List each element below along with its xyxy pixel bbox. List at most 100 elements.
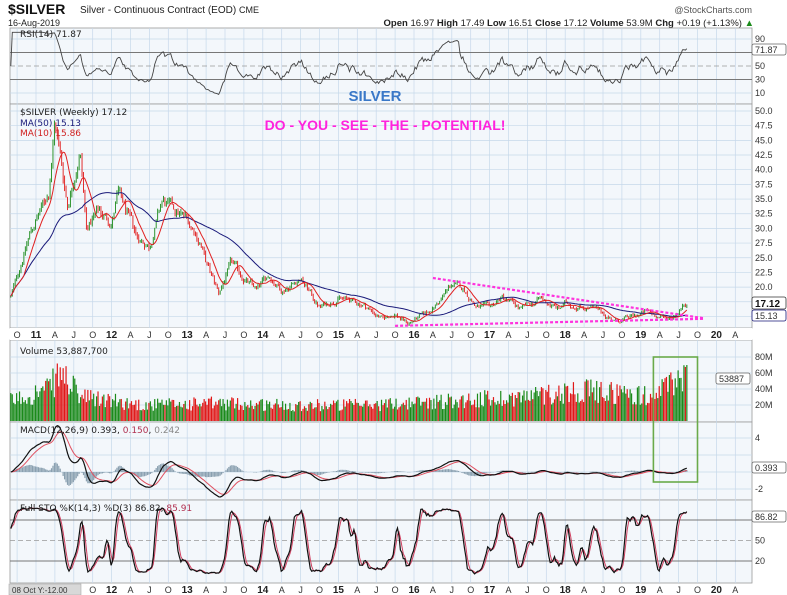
x-tick-label: 19 (635, 330, 647, 341)
volume-bar (398, 407, 400, 421)
x-tick-label: A (581, 330, 587, 340)
volume-bar (159, 402, 162, 421)
macd-histogram-bar (298, 470, 300, 472)
macd-histogram-bar (193, 472, 195, 477)
volume-bar (513, 406, 515, 421)
volume-bar (174, 407, 176, 421)
volume-bar (495, 404, 497, 421)
volume-bar (452, 408, 454, 421)
macd-histogram-bar (577, 472, 579, 473)
macd-histogram-bar (350, 471, 352, 472)
volume-bar (161, 399, 163, 421)
macd-histogram-bar (462, 472, 464, 474)
volume-bar (524, 400, 527, 421)
macd-histogram-bar (100, 472, 102, 474)
volume-bar (642, 394, 644, 421)
volume-bar (587, 380, 589, 421)
volume-bar (580, 401, 582, 421)
volume-bar (234, 408, 236, 421)
volume-bar (104, 407, 106, 421)
macd-histogram-bar (523, 472, 525, 473)
volume-bar (648, 403, 650, 421)
macd-line (10, 425, 688, 498)
volume-bar (267, 404, 269, 421)
volume-bar (77, 393, 79, 421)
volume-bar (421, 401, 423, 421)
x-tick-label: 18 (560, 330, 572, 341)
macd-histogram-bar (280, 472, 282, 473)
macd-histogram-bar (95, 472, 98, 477)
volume-bar (213, 405, 215, 421)
volume-bar (504, 403, 506, 421)
macd-histogram-bar (143, 472, 146, 477)
volume-bar (59, 367, 61, 421)
macd-histogram-bar (72, 472, 74, 483)
volume-bar (351, 403, 354, 421)
macd-histogram-bar (609, 472, 611, 474)
volume-bar (235, 403, 237, 421)
volume-bar (205, 401, 207, 421)
x-tick-label: O (316, 330, 323, 340)
x-tick-label-bottom: 18 (560, 585, 572, 595)
macd-histogram-bar (181, 472, 183, 474)
macd-histogram-bar (452, 469, 454, 472)
volume-bar (289, 402, 291, 421)
volume-bar (126, 398, 128, 421)
macd-histogram-bar (33, 466, 35, 472)
volume-bar (533, 392, 535, 421)
volume-bar (245, 406, 247, 421)
price-tick-label: 32.5 (755, 209, 773, 219)
macd-histogram-bar (228, 466, 230, 472)
x-tick-label: O (165, 330, 172, 340)
macd-histogram-bar (290, 471, 292, 472)
macd-histogram-bar (489, 472, 492, 473)
x-tick-label-bottom: J (676, 585, 681, 595)
macd-histogram-bar (565, 471, 567, 472)
price-tick-label: 22.5 (755, 267, 773, 277)
macd-histogram-bar (189, 472, 191, 476)
volume-bar (670, 372, 672, 421)
macd-histogram-bar (40, 467, 42, 472)
volume-bar (206, 404, 208, 421)
ma50-label: MA(50) 15.13 (20, 119, 81, 129)
macd-histogram-bar (107, 472, 109, 473)
volume-bar (171, 399, 173, 421)
macd-histogram-bar (183, 472, 185, 474)
chart-date: 16-Aug-2019 (8, 18, 60, 28)
volume-bar (446, 404, 448, 421)
macd-histogram-bar (396, 471, 399, 472)
volume-bar (210, 396, 213, 421)
x-tick-label-bottom: A (732, 585, 738, 595)
macd-histogram-bar (479, 472, 481, 476)
volume-bar (266, 400, 268, 421)
x-tick-label: A (354, 330, 360, 340)
macd-histogram-bar (32, 465, 34, 472)
volume-bar (594, 400, 596, 421)
macd-histogram-bar (94, 472, 96, 479)
macd-histogram-bar (559, 472, 561, 473)
rsi-label: RSI(14) 71.87 (20, 30, 82, 40)
volume-bar (481, 405, 483, 421)
macd-histogram-bar (215, 472, 217, 477)
volume-bar (583, 402, 585, 421)
volume-bar (385, 399, 387, 421)
sto-k-line (10, 507, 688, 575)
macd-histogram-bar (351, 471, 354, 472)
volume-bar (507, 402, 509, 421)
volume-bar (63, 383, 66, 421)
macd-histogram-bar (191, 472, 194, 476)
volume-bar (542, 388, 544, 421)
volume-bar (578, 402, 580, 421)
volume-bar (268, 401, 271, 421)
volume-bar (354, 398, 356, 421)
macd-histogram-bar (159, 464, 162, 472)
macd-histogram-bar (337, 470, 339, 472)
macd-histogram-bar (292, 470, 294, 472)
macd-histogram-bar (398, 471, 400, 472)
macd-histogram-bar (216, 472, 218, 477)
volume-bar (284, 403, 287, 421)
volume-bar (612, 389, 614, 421)
volume-bar (655, 392, 657, 421)
macd-histogram-bar (540, 470, 543, 472)
volume-bar (101, 396, 103, 421)
